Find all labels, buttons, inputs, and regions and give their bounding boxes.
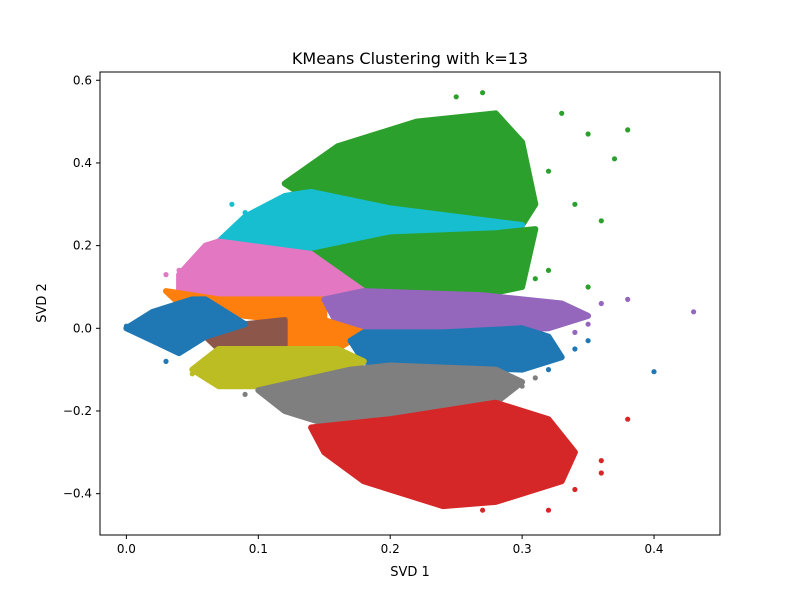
cluster-2-point-2	[585, 284, 591, 290]
cluster-0-point-3	[559, 110, 565, 116]
cluster-10-point-0	[189, 371, 195, 377]
x-tick-label: 0.4	[644, 542, 663, 556]
y-tick-label: 0.4	[73, 156, 92, 170]
cluster-12-point-2	[598, 458, 604, 464]
cluster-9	[347, 325, 657, 375]
cluster-10-region	[189, 346, 367, 390]
cluster-5-point-3	[585, 321, 591, 327]
x-tick-label: 0.0	[117, 542, 136, 556]
cluster-5-point-0	[598, 300, 604, 307]
scatter-points	[123, 90, 697, 513]
x-tick-label: 0.1	[249, 542, 268, 556]
cluster-3-point-0	[176, 267, 182, 273]
cluster-9-point-1	[585, 338, 591, 344]
cluster-1-point-1	[229, 201, 235, 207]
y-tick-label: 0.2	[73, 239, 92, 253]
y-axis-ticks: −0.4 −0.2 0.0 0.2 0.4 0.6	[63, 73, 100, 501]
cluster-5-point-2	[691, 309, 697, 315]
x-axis-ticks: 0.0 0.1 0.2 0.3 0.4	[117, 535, 664, 556]
cluster-11-point-2	[532, 375, 538, 381]
axes-frame	[99, 71, 721, 536]
chart-title: KMeans Clustering with k=13	[292, 49, 528, 68]
cluster-3-point-1	[163, 272, 169, 278]
cluster-12	[308, 399, 631, 513]
cluster-5-point-1	[625, 296, 631, 302]
cluster-12-region	[308, 399, 578, 510]
y-tick-label: 0.0	[73, 321, 92, 335]
y-tick-label: 0.6	[73, 73, 92, 87]
cluster-9-point-0	[572, 346, 578, 352]
cluster-9-point-3	[651, 369, 657, 375]
x-tick-label: 0.3	[513, 542, 532, 556]
cluster-11-point-0	[242, 391, 248, 397]
x-axis-label: SVD 1	[390, 565, 430, 580]
cluster-0-point-0	[585, 131, 591, 137]
cluster-8-point-1	[137, 317, 143, 323]
cluster-11	[242, 362, 538, 427]
cluster-12-point-4	[545, 507, 552, 513]
cluster-0-point-4	[480, 90, 486, 96]
cluster-10-point-1	[202, 375, 209, 381]
cluster-12-point-3	[572, 486, 578, 493]
x-tick-label: 0.2	[381, 542, 400, 556]
y-axis-label: SVD 2	[35, 283, 50, 323]
cluster-0-point-5	[453, 94, 459, 100]
cluster-11-point-1	[519, 383, 525, 389]
cluster-12-point-0	[598, 470, 604, 476]
cluster-8	[123, 296, 249, 364]
cluster-2-point-1	[532, 276, 538, 282]
cluster-8-region	[123, 296, 249, 357]
cluster-0-point-1	[625, 127, 631, 133]
cluster-12-point-1	[625, 416, 631, 422]
cluster-0-point-2	[611, 156, 618, 162]
cluster-2-point-0	[545, 267, 552, 273]
cluster-10	[189, 346, 367, 390]
cluster-5-point-4	[572, 329, 578, 335]
y-tick-label: −0.2	[63, 404, 92, 418]
cluster-11-region	[255, 362, 526, 427]
cluster-1-point-0	[242, 210, 248, 216]
cluster-9-point-2	[545, 367, 552, 373]
cluster-8-point-0	[123, 323, 129, 329]
cluster-8-point-2	[163, 358, 169, 364]
cluster-12-point-5	[480, 507, 486, 513]
cluster-0-point-8	[598, 218, 604, 224]
cluster-0-point-6	[545, 168, 552, 174]
cluster-0-point-7	[572, 201, 578, 207]
cluster-9-region	[347, 325, 565, 373]
y-tick-label: −0.4	[63, 487, 92, 501]
